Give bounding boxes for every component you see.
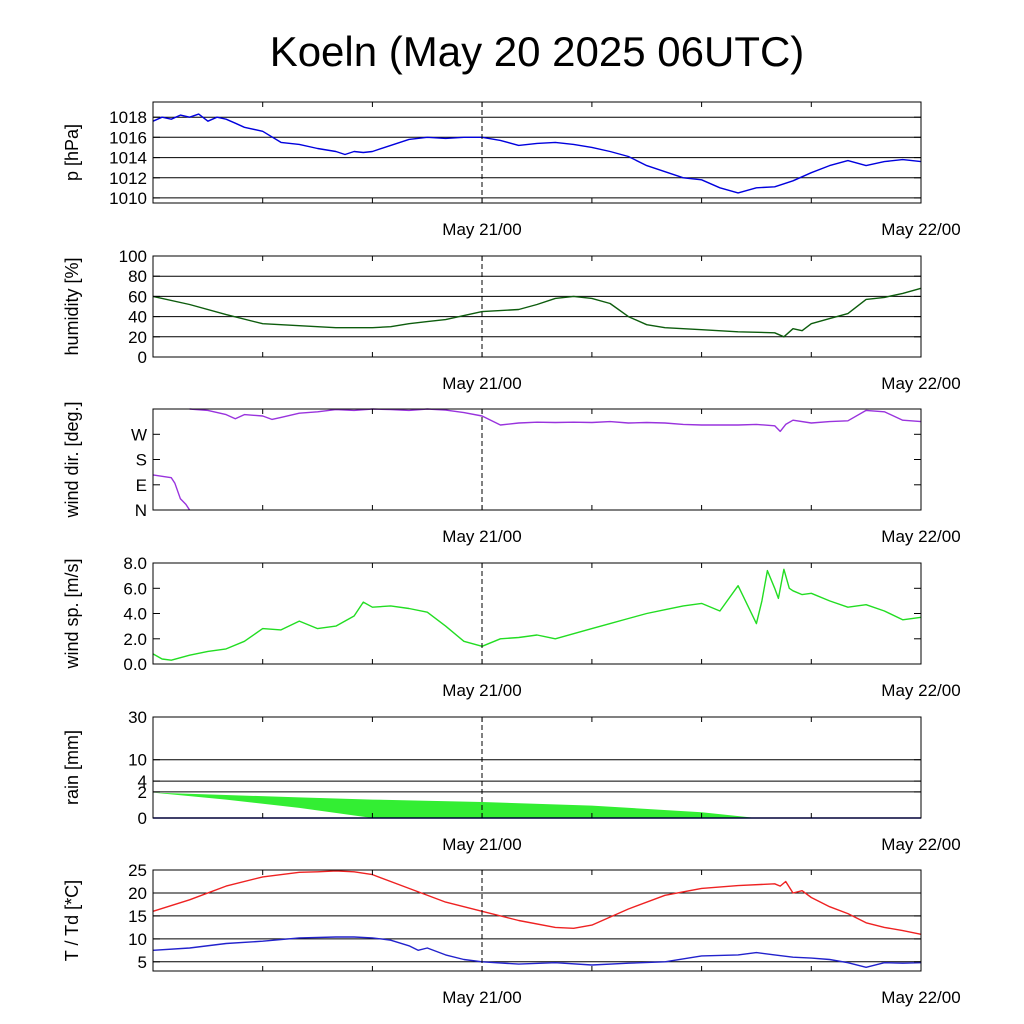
plot-frame [152,408,922,511]
x-tick-label: May 21/00 [442,681,521,700]
x-tick-label: May 22/00 [881,835,960,854]
series-line-2 [189,408,922,433]
plot-frame [152,255,922,358]
series-line-2 [152,936,922,968]
y-tick-label: 1010 [109,189,147,208]
y-tick-label: 5 [138,953,147,972]
plot-frame [152,101,922,204]
series-line-1 [152,568,922,661]
series-line-1 [152,287,922,338]
y-tick-label: S [136,451,147,470]
series-line-1 [152,870,922,935]
y-tick-label: 1012 [109,169,147,188]
plot-frame [152,716,922,819]
x-tick-label: May 22/00 [881,374,960,393]
y-axis-label: wind dir. [deg.] [62,401,82,518]
x-tick-label: May 21/00 [442,988,521,1007]
y-tick-label: 0 [138,348,147,367]
x-tick-label: May 21/00 [442,835,521,854]
y-axis-label: humidity [%] [62,257,82,355]
x-tick-label: May 22/00 [881,681,960,700]
chart-title: Koeln (May 20 2025 06UTC) [270,28,805,75]
y-tick-label: 20 [128,884,147,903]
y-tick-label: 25 [128,861,147,880]
y-tick-label: 15 [128,907,147,926]
y-tick-label: 0.0 [123,655,147,674]
y-tick-label: N [135,501,147,520]
y-tick-label: 80 [128,267,147,286]
y-tick-label: 20 [128,328,147,347]
y-tick-label: 10 [128,930,147,949]
y-axis-label: p [hPa] [62,124,82,181]
x-tick-label: May 21/00 [442,220,521,239]
panel-6: 5 10 15 20 25 T / Td [*C] May 21/00 May 22/00 [62,861,961,1007]
y-tick-label: 60 [128,287,147,306]
y-axis-label: rain [mm] [62,730,82,805]
y-tick-label: 10 [128,751,147,770]
y-tick-label: 30 [128,708,147,727]
y-tick-label: 40 [128,308,147,327]
x-tick-label: May 22/00 [881,988,960,1007]
y-tick-label: 6.0 [123,579,147,598]
y-tick-label: E [136,476,147,495]
series-area-1 [153,792,757,818]
y-tick-label: 4 [138,772,147,791]
x-tick-label: May 21/00 [442,374,521,393]
plot-frame [152,869,922,972]
y-tick-label: 1016 [109,128,147,147]
y-tick-label: 1014 [109,149,147,168]
y-tick-label: W [131,425,147,444]
x-tick-label: May 22/00 [881,220,960,239]
y-axis-label: wind sp. [m/s] [62,558,82,669]
y-tick-label: 8.0 [123,554,147,573]
y-tick-label: 100 [119,247,147,266]
x-tick-label: May 21/00 [442,527,521,546]
y-tick-label: 2 [138,783,147,802]
panel-5: 0 24 10 30 rain [mm] May 21/00 May 22/00 [62,708,961,854]
y-tick-label: 4.0 [123,605,147,624]
y-tick-label: 2.0 [123,630,147,649]
y-tick-label: 1018 [109,108,147,127]
y-axis-label: T / Td [*C] [62,880,82,961]
y-tick-label: 0 [138,809,147,828]
series-line-1 [152,474,191,511]
panel-4: 0.0 2.0 4.0 6.0 8.0 wind sp. [m/s] May 21/00 Ma… [62,554,961,700]
plot-frame [152,562,922,665]
series-line-1 [152,113,922,194]
x-tick-label: May 22/00 [881,527,960,546]
